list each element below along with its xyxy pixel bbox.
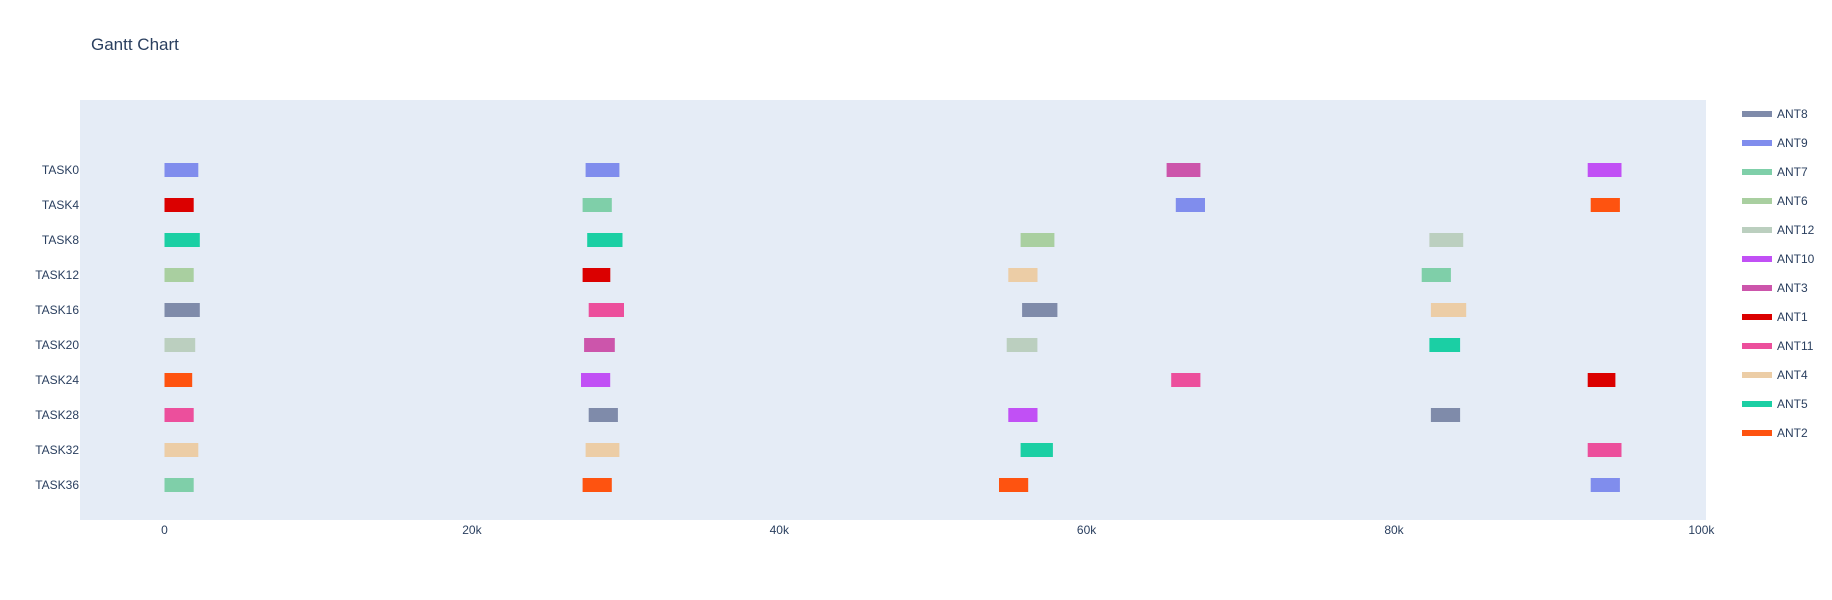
bar-ant3-task0-0[interactable] <box>1166 163 1201 177</box>
bar-ant1-task4-0[interactable] <box>164 198 194 212</box>
bar-ant10-task0-0[interactable] <box>1587 163 1622 177</box>
bar-ant8-task16-0[interactable] <box>164 303 200 317</box>
x-tick-label-40k: 40k <box>770 523 790 537</box>
bar-ant12-task8-0[interactable] <box>1429 233 1464 247</box>
legend-swatch-ant5[interactable] <box>1742 401 1772 407</box>
bar-ant11-task16-0[interactable] <box>588 303 624 317</box>
legend-label-ant2[interactable]: ANT2 <box>1777 426 1808 440</box>
y-tick-label-task12: TASK12 <box>35 268 79 282</box>
y-tick-label-task20: TASK20 <box>35 338 79 352</box>
y-axis: TASK0 TASK4 TASK8 TASK12 TASK16 TASK20 TASK24 T… <box>35 163 79 492</box>
legend-swatch-ant7[interactable] <box>1742 169 1772 175</box>
bar-ant3-task20-1[interactable] <box>584 338 615 352</box>
x-tick-label-100k: 100k <box>1688 523 1715 537</box>
legend-swatch-ant4[interactable] <box>1742 372 1772 378</box>
y-tick-label-task36: TASK36 <box>35 478 79 492</box>
legend-label-ant3[interactable]: ANT3 <box>1777 281 1808 295</box>
y-tick-label-task0: TASK0 <box>42 163 79 177</box>
legend-swatch-ant12[interactable] <box>1742 227 1772 233</box>
bar-ant10-task28-2[interactable] <box>1008 408 1038 422</box>
legend-label-ant7[interactable]: ANT7 <box>1777 165 1808 179</box>
bar-ant2-task4-0[interactable] <box>1590 198 1620 212</box>
bar-ant7-task4-0[interactable] <box>582 198 612 212</box>
bar-ant12-task20-2[interactable] <box>1006 338 1038 352</box>
legend-label-ant4[interactable]: ANT4 <box>1777 368 1808 382</box>
bar-ant4-task32-3[interactable] <box>585 443 620 457</box>
legend-swatch-ant2[interactable] <box>1742 430 1772 436</box>
y-tick-label-task4: TASK4 <box>42 198 79 212</box>
legend-label-ant9[interactable]: ANT9 <box>1777 136 1808 150</box>
bar-ant11-task24-1[interactable] <box>1171 373 1201 387</box>
bar-ant11-task28-2[interactable] <box>164 408 194 422</box>
x-tick-label-80k: 80k <box>1384 523 1404 537</box>
bar-ant5-task20-2[interactable] <box>1429 338 1461 352</box>
y-tick-label-task32: TASK32 <box>35 443 79 457</box>
y-tick-label-task28: TASK28 <box>35 408 79 422</box>
bar-ant2-task36-3[interactable] <box>999 478 1029 492</box>
x-tick-label-0: 0 <box>161 523 168 537</box>
x-tick-label-60k: 60k <box>1077 523 1097 537</box>
bars-layer <box>164 163 1622 492</box>
bar-ant6-task8-0[interactable] <box>1020 233 1055 247</box>
chart-title: Gantt Chart <box>91 35 179 54</box>
y-tick-label-task16: TASK16 <box>35 303 79 317</box>
legend-swatch-ant9[interactable] <box>1742 140 1772 146</box>
legend-swatch-ant8[interactable] <box>1742 111 1772 117</box>
bar-ant9-task0-1[interactable] <box>585 163 620 177</box>
bar-ant7-task36-2[interactable] <box>164 478 194 492</box>
bar-ant4-task12-0[interactable] <box>1008 268 1038 282</box>
bar-ant12-task20-1[interactable] <box>164 338 196 352</box>
bar-ant4-task16-1[interactable] <box>1430 303 1467 317</box>
bar-ant4-task32-2[interactable] <box>164 443 199 457</box>
legend[interactable]: ANT8 ANT9 ANT7 ANT6 ANT12 ANT10 ANT3 ANT1 ANT11 A… <box>1742 107 1815 440</box>
bar-ant1-task24-2[interactable] <box>1587 373 1616 387</box>
legend-swatch-ant11[interactable] <box>1742 343 1772 349</box>
bar-ant5-task32-3[interactable] <box>1020 443 1053 457</box>
legend-label-ant8[interactable]: ANT8 <box>1777 107 1808 121</box>
legend-swatch-ant1[interactable] <box>1742 314 1772 320</box>
bar-ant1-task12-1[interactable] <box>582 268 611 282</box>
bar-ant6-task12-1[interactable] <box>164 268 194 282</box>
legend-label-ant10[interactable]: ANT10 <box>1777 252 1815 266</box>
bar-ant10-task24-1[interactable] <box>581 373 611 387</box>
legend-label-ant5[interactable]: ANT5 <box>1777 397 1808 411</box>
bar-ant7-task12-1[interactable] <box>1421 268 1451 282</box>
legend-label-ant12[interactable]: ANT12 <box>1777 223 1815 237</box>
bar-ant8-task16-1[interactable] <box>1022 303 1058 317</box>
legend-swatch-ant3[interactable] <box>1742 285 1772 291</box>
legend-swatch-ant10[interactable] <box>1742 256 1772 262</box>
bar-ant5-task8-0[interactable] <box>164 233 200 247</box>
bar-ant8-task28-3[interactable] <box>1430 408 1461 422</box>
bar-ant2-task24-1[interactable] <box>164 373 193 387</box>
legend-swatch-ant6[interactable] <box>1742 198 1772 204</box>
bar-ant8-task28-2[interactable] <box>588 408 618 422</box>
bar-ant11-task32-3[interactable] <box>1587 443 1622 457</box>
x-tick-label-20k: 20k <box>462 523 482 537</box>
bar-ant9-task0-0[interactable] <box>164 163 199 177</box>
bar-ant2-task36-2[interactable] <box>582 478 612 492</box>
y-tick-label-task24: TASK24 <box>35 373 79 387</box>
bar-ant9-task36-3[interactable] <box>1590 478 1620 492</box>
legend-label-ant11[interactable]: ANT11 <box>1777 339 1814 353</box>
bar-ant9-task4-2[interactable] <box>1175 198 1205 212</box>
legend-label-ant6[interactable]: ANT6 <box>1777 194 1808 208</box>
bar-ant5-task8-1[interactable] <box>587 233 623 247</box>
legend-label-ant1[interactable]: ANT1 <box>1777 310 1808 324</box>
y-tick-label-task8: TASK8 <box>42 233 79 247</box>
x-axis: 0 20k 40k 60k 80k 100k <box>161 523 1715 537</box>
